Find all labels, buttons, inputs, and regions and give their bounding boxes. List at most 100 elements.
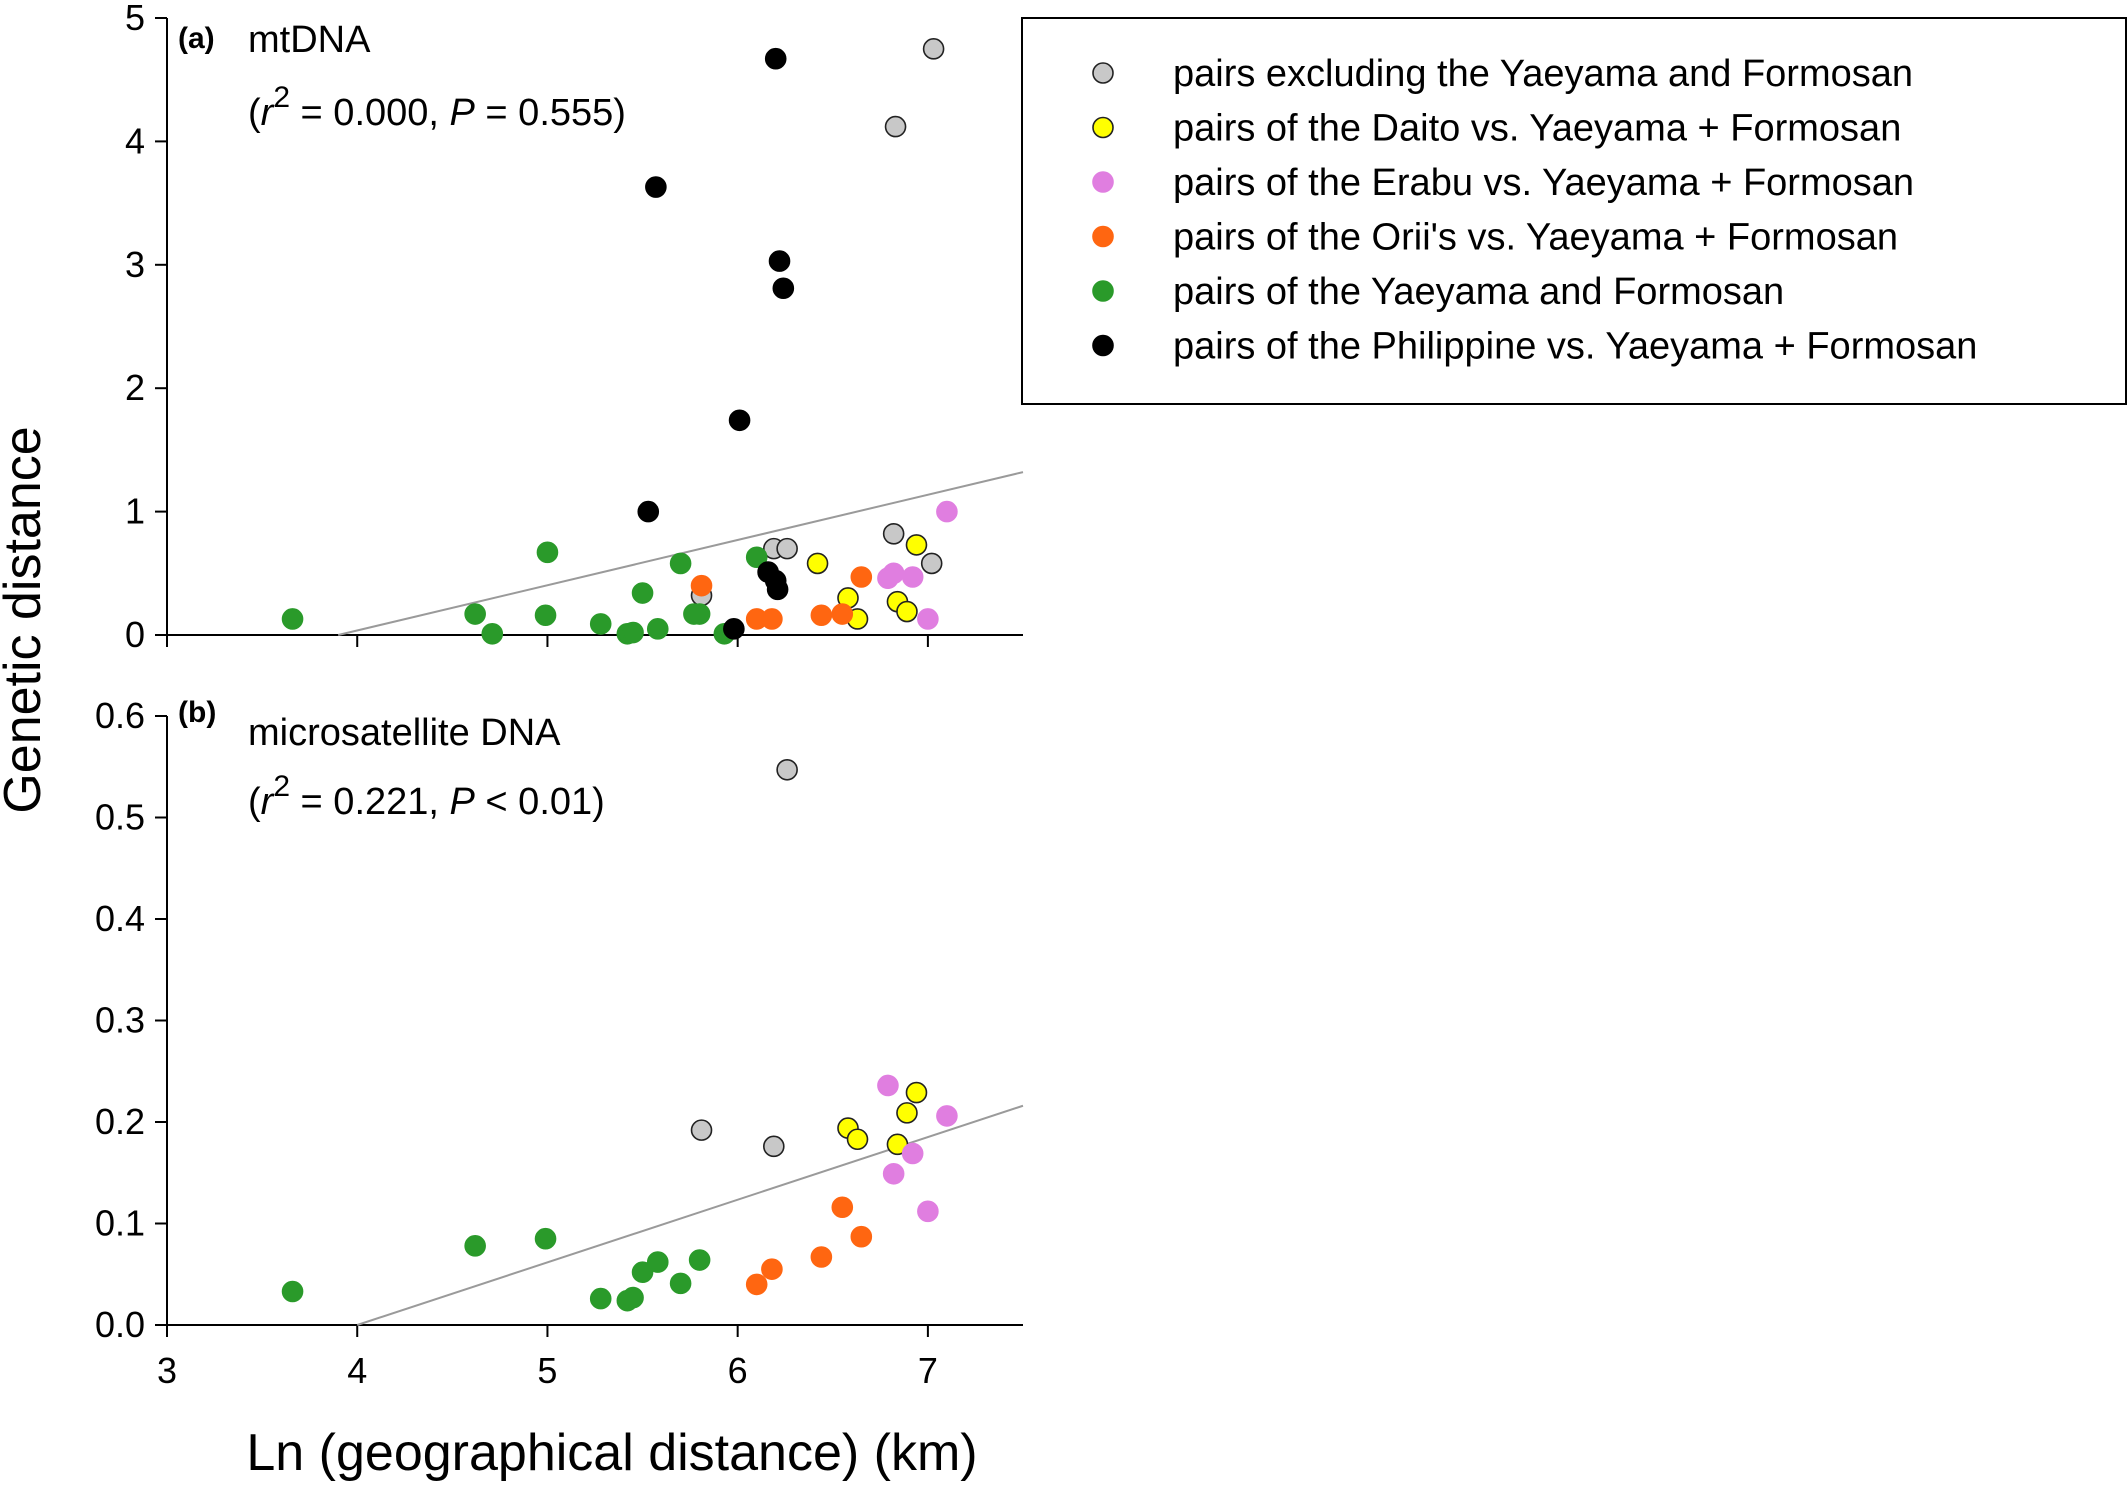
series: [877, 500, 958, 630]
series: [690, 566, 873, 630]
data-point: [882, 1162, 905, 1185]
data-point: [936, 500, 958, 523]
data-point: [637, 500, 660, 523]
data-point: [728, 409, 751, 432]
data-point: [690, 1119, 713, 1141]
panel-name: microsatellite DNA: [248, 712, 561, 754]
legend-item: pairs of the Philippine vs. Yaeyama + Fo…: [1092, 326, 1977, 368]
y-tick-label: 0.5: [95, 797, 145, 838]
y-tick-label: 3: [125, 244, 145, 285]
data-point: [589, 613, 612, 635]
panel-tag: (a): [178, 22, 215, 55]
panel-tag: (b): [178, 696, 216, 729]
data-point: [877, 1074, 899, 1097]
data-point: [622, 1286, 644, 1309]
legend-label: pairs of the Erabu vs. Yaeyama + Formosa…: [1173, 162, 1914, 204]
legend-label: pairs of the Yaeyama and Formosan: [1173, 271, 1784, 313]
y-tick-label: 0.3: [95, 1000, 145, 1041]
data-point: [631, 1261, 654, 1284]
data-point: [922, 38, 945, 60]
data-point: [882, 562, 905, 585]
data-point: [589, 1287, 612, 1310]
legend-label: pairs of the Philippine vs. Yaeyama + Fo…: [1173, 326, 1977, 368]
x-tick-label: 6: [728, 1350, 748, 1391]
y-tick-label: 2: [125, 367, 145, 408]
legend-marker: [1092, 116, 1114, 139]
panel-stat: (r2 = 0.221, P < 0.01): [248, 770, 605, 823]
data-point: [917, 608, 939, 630]
series: [877, 1074, 958, 1223]
data-point: [896, 1102, 918, 1124]
legend-label: pairs excluding the Yaeyama and Formosan: [1173, 53, 1913, 95]
data-point: [464, 1235, 486, 1257]
y-tick-label: 0.4: [95, 898, 145, 939]
x-tick-label: 5: [537, 1350, 557, 1391]
legend-item: pairs excluding the Yaeyama and Formosan: [1092, 53, 1913, 95]
data-point: [810, 604, 833, 627]
data-point: [831, 1196, 854, 1219]
data-point: [281, 608, 304, 630]
data-point: [669, 552, 692, 575]
data-point: [776, 758, 798, 781]
data-point: [831, 603, 854, 625]
data-point: [936, 1105, 958, 1127]
data-point: [850, 566, 873, 588]
data-point: [810, 1246, 833, 1268]
data-point: [850, 1225, 873, 1248]
data-point: [646, 618, 669, 640]
legend: pairs excluding the Yaeyama and Formosan…: [1021, 17, 2127, 405]
y-tick-label: 1: [125, 491, 145, 532]
data-point: [745, 1273, 768, 1296]
legend-item: pairs of the Erabu vs. Yaeyama + Formosa…: [1092, 162, 1914, 204]
y-tick-label: 0.0: [95, 1304, 145, 1345]
data-point: [481, 622, 504, 645]
legend-marker: [1092, 225, 1114, 248]
legend-label: pairs of the Orii's vs. Yaeyama + Formos…: [1173, 217, 1898, 259]
legend-box: [1021, 17, 2127, 405]
x-tick-label: 4: [347, 1350, 367, 1391]
legend-marker: [1092, 280, 1114, 302]
data-point: [690, 574, 713, 597]
data-point: [766, 578, 789, 601]
legend-item: pairs of the Orii's vs. Yaeyama + Formos…: [1092, 217, 1898, 259]
data-point: [723, 618, 745, 640]
legend-item: pairs of the Yaeyama and Formosan: [1092, 271, 1784, 313]
x-axis-title: Ln (geographical distance) (km): [246, 1424, 977, 1482]
data-point: [534, 604, 557, 627]
y-tick-label: 0.6: [95, 695, 145, 736]
data-point: [884, 115, 907, 138]
data-point: [622, 621, 644, 644]
data-point: [776, 537, 798, 560]
panel-b: 0.0 0.1 0.2 0.3 0.4 0.5 0.6 3 4 5 6 7 (b) microsatell…: [95, 695, 1024, 1391]
x-tick-label: 3: [157, 1350, 177, 1391]
data-point: [761, 1258, 783, 1280]
y-tick-label: 4: [125, 120, 145, 161]
data-point: [669, 1272, 692, 1295]
data-point: [631, 582, 654, 604]
series: [637, 47, 795, 640]
series: [837, 1081, 928, 1156]
data-point: [772, 277, 795, 300]
y-tick-label: 0.1: [95, 1203, 145, 1244]
y-tick-label: 0: [125, 614, 145, 655]
series: [690, 38, 945, 607]
y-tick-label: 5: [125, 0, 145, 38]
panel-name: mtDNA: [248, 19, 371, 61]
data-point: [920, 552, 943, 575]
data-point: [534, 1227, 557, 1250]
data-point: [688, 1249, 711, 1271]
data-point: [768, 250, 791, 272]
data-point: [896, 600, 918, 623]
x-tick-label: 7: [918, 1350, 938, 1391]
data-point: [882, 523, 905, 545]
legend-marker: [1092, 62, 1114, 84]
data-point: [761, 608, 783, 630]
data-point: [846, 1128, 869, 1151]
data-point: [917, 1200, 939, 1223]
data-point: [688, 603, 711, 625]
data-point: [763, 1135, 785, 1158]
series: [745, 1196, 873, 1296]
data-point: [901, 1142, 924, 1165]
legend-item: pairs of the Daito vs. Yaeyama + Formosa…: [1092, 108, 1901, 150]
